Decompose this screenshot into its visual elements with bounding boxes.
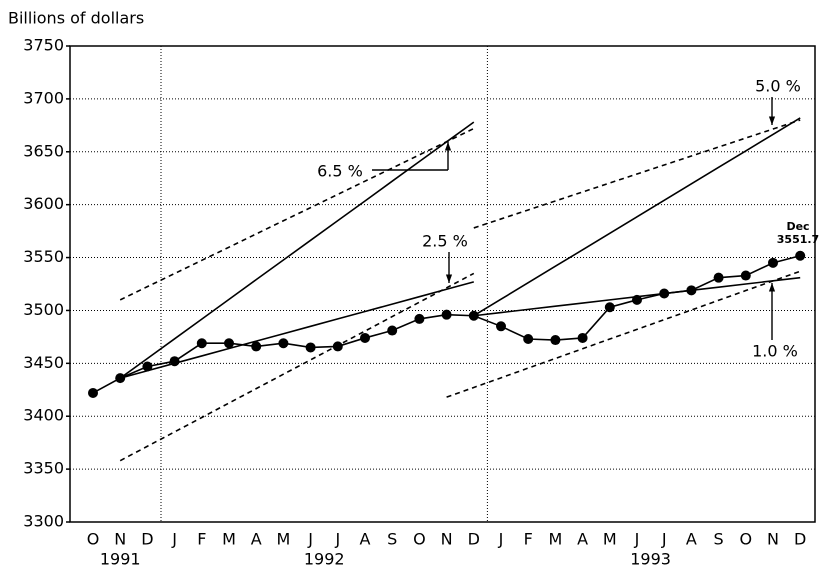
x-tick-label: O — [740, 530, 753, 549]
target-line — [119, 127, 475, 301]
data-point — [713, 272, 724, 283]
y-tick-label: 3500 — [23, 300, 64, 319]
annotation: 1.0 % — [752, 342, 798, 361]
data-point — [360, 332, 370, 343]
x-tick-label: M — [548, 530, 562, 549]
target-line — [119, 281, 475, 379]
x-tick-label: D — [468, 530, 480, 549]
data-point — [88, 387, 98, 398]
arrow-head — [444, 142, 452, 151]
data-point — [251, 341, 262, 352]
target-line — [473, 276, 801, 317]
annotation: 2.5 % — [422, 232, 468, 251]
x-tick-label: M — [276, 530, 290, 549]
y-tick-label: 3650 — [23, 141, 64, 160]
year-label: 1992 — [304, 550, 345, 569]
data-point — [196, 338, 207, 349]
x-tick-label: O — [87, 530, 100, 549]
y-tick-label: 3400 — [23, 406, 64, 425]
year-label: 1993 — [630, 550, 671, 569]
arrow-head — [768, 116, 776, 125]
target-line — [446, 270, 801, 398]
data-point — [441, 309, 452, 320]
x-tick-label: J — [334, 530, 340, 549]
data-point — [577, 332, 588, 343]
x-tick-label: F — [197, 530, 206, 549]
data-point — [768, 257, 778, 268]
data-point — [142, 361, 153, 372]
y-tick-label: 3750 — [23, 36, 64, 55]
y-tick-label: 3550 — [23, 247, 64, 266]
data-point — [496, 321, 506, 332]
data-point — [387, 325, 398, 336]
data-point — [550, 335, 561, 346]
annotation: 5.0 % — [755, 77, 801, 96]
target-line — [119, 121, 475, 379]
x-tick-label: M — [603, 530, 617, 549]
target-line — [119, 272, 475, 462]
data-point — [795, 250, 806, 261]
x-tick-label: S — [387, 530, 397, 549]
x-tick-label: M — [222, 530, 236, 549]
x-tick-label: D — [141, 530, 153, 549]
x-tick-label: J — [498, 530, 504, 549]
x-tick-label: N — [114, 530, 126, 549]
arrow-head — [445, 274, 453, 283]
y-tick-label: 3600 — [23, 194, 64, 213]
data-point — [523, 334, 534, 345]
y-tick-label: 3450 — [23, 353, 64, 372]
x-tick-label: J — [634, 530, 640, 549]
x-tick-label: J — [661, 530, 667, 549]
x-tick-label: J — [307, 530, 313, 549]
x-tick-label: J — [171, 530, 177, 549]
y-tick-label: 3300 — [23, 512, 64, 531]
data-point — [305, 342, 316, 353]
x-tick-label: N — [767, 530, 779, 549]
arrow-head — [768, 283, 776, 292]
x-tick-label: D — [794, 530, 806, 549]
x-tick-label: A — [360, 530, 371, 549]
y-tick-label: 3700 — [23, 88, 64, 107]
y-axis-label: Billions of dollars — [8, 9, 144, 28]
x-tick-label: S — [714, 530, 724, 549]
x-tick-label: A — [251, 530, 262, 549]
target-line — [473, 117, 801, 317]
x-tick-label: N — [441, 530, 453, 549]
annotation: Dec — [786, 220, 809, 233]
target-line — [473, 119, 801, 229]
data-point — [332, 341, 343, 352]
x-tick-label: O — [413, 530, 426, 549]
x-tick-label: F — [524, 530, 533, 549]
x-tick-label: A — [577, 530, 588, 549]
y-tick-label: 3350 — [23, 459, 64, 478]
data-point — [278, 338, 289, 349]
data-point — [604, 302, 615, 313]
year-label: 1991 — [100, 550, 141, 569]
data-point — [414, 313, 425, 324]
x-tick-label: A — [686, 530, 697, 549]
annotation: 6.5 % — [317, 162, 363, 181]
data-point — [224, 338, 234, 349]
plot-frame — [69, 45, 816, 523]
data-label: 3551.7 — [777, 233, 819, 246]
data-point — [740, 270, 751, 281]
